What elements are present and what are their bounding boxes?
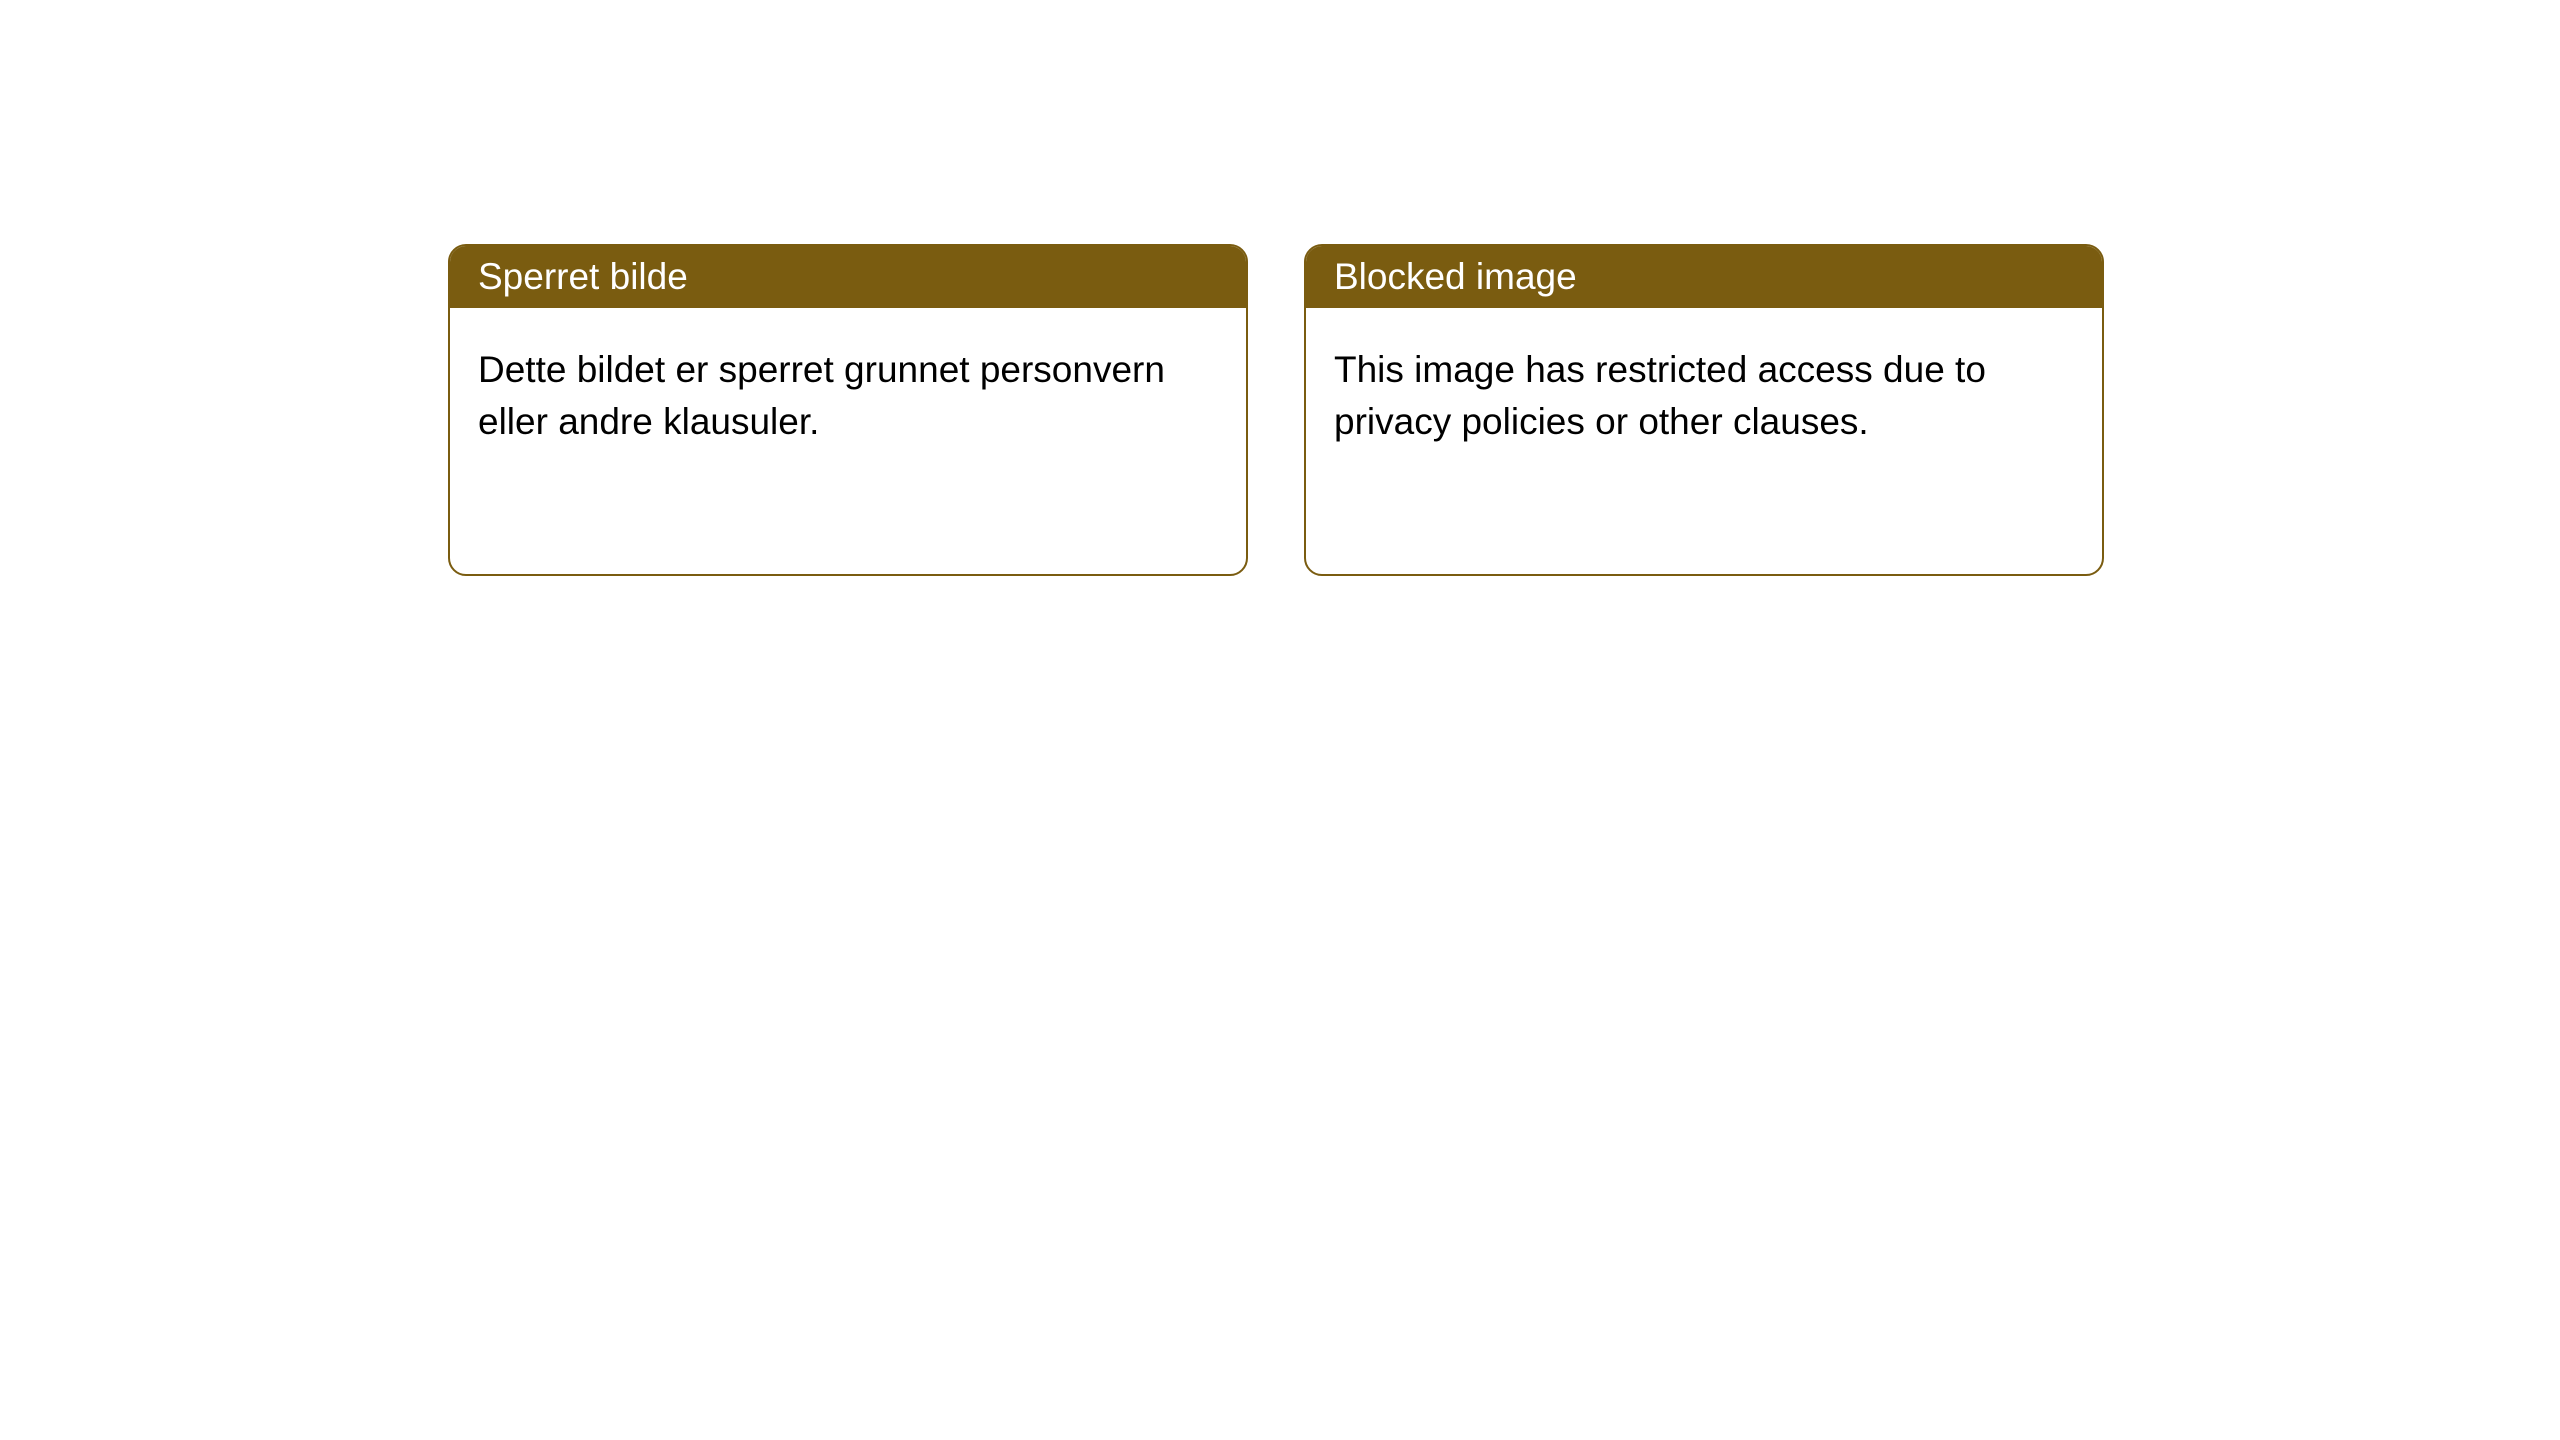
notice-title: Sperret bilde <box>478 256 688 297</box>
blocked-image-notice-en: Blocked image This image has restricted … <box>1304 244 2104 576</box>
notice-header: Blocked image <box>1306 246 2102 308</box>
notice-body-text: This image has restricted access due to … <box>1334 349 1986 442</box>
notice-container: Sperret bilde Dette bildet er sperret gr… <box>0 0 2560 576</box>
notice-body: This image has restricted access due to … <box>1306 308 2102 484</box>
notice-body: Dette bildet er sperret grunnet personve… <box>450 308 1246 484</box>
notice-body-text: Dette bildet er sperret grunnet personve… <box>478 349 1165 442</box>
notice-header: Sperret bilde <box>450 246 1246 308</box>
blocked-image-notice-no: Sperret bilde Dette bildet er sperret gr… <box>448 244 1248 576</box>
notice-title: Blocked image <box>1334 256 1577 297</box>
